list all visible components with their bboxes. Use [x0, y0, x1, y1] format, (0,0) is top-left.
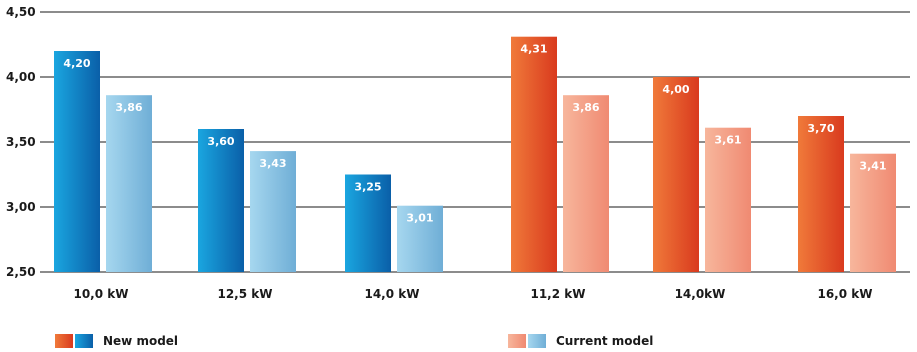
- bar-value-label: 3,60: [207, 135, 234, 148]
- legend-swatch-orange: [55, 334, 73, 348]
- bar-value-label: 4,20: [63, 57, 90, 70]
- legend-swatch-orange-light: [508, 334, 526, 348]
- bar: [54, 51, 100, 272]
- bar-value-label: 3,86: [115, 101, 142, 114]
- bar: [345, 174, 391, 272]
- bar: [850, 153, 896, 272]
- bar-value-label: 3,86: [572, 101, 599, 114]
- bar-value-label: 4,31: [520, 43, 547, 56]
- bar-value-label: 3,70: [807, 122, 834, 135]
- legend-current-model: Current model: [508, 334, 653, 348]
- bar: [250, 151, 296, 272]
- bar-value-label: 3,25: [354, 181, 381, 194]
- bar-value-label: 3,41: [859, 160, 886, 173]
- bar: [397, 205, 443, 272]
- x-category-label: 10,0 kW: [73, 287, 128, 301]
- x-category-label: 12,5 kW: [217, 287, 272, 301]
- y-tick-label: 4,50: [6, 5, 36, 19]
- bar-value-label: 3,61: [714, 134, 741, 147]
- bar: [198, 129, 244, 272]
- bar-value-label: 3,01: [406, 212, 433, 225]
- legend-label: New model: [103, 334, 179, 348]
- bar: [563, 95, 609, 272]
- x-category-label: 14,0kW: [675, 287, 726, 301]
- bar: [511, 36, 557, 273]
- y-tick-label: 3,00: [6, 200, 36, 214]
- legend-swatch-blue-light: [528, 334, 546, 348]
- legend-swatch-blue: [75, 334, 93, 348]
- x-category-label: 16,0 kW: [817, 287, 872, 301]
- bar-value-label: 3,43: [259, 157, 286, 170]
- x-category-label: 14,0 kW: [364, 287, 419, 301]
- bar: [705, 127, 751, 272]
- y-tick-label: 4,00: [6, 70, 36, 84]
- legend-label: Current model: [556, 334, 654, 348]
- y-tick-label: 2,50: [6, 265, 36, 279]
- bar: [106, 95, 152, 272]
- bar-value-label: 4,00: [662, 83, 689, 96]
- bar: [653, 77, 699, 272]
- x-category-label: 11,2 kW: [530, 287, 585, 301]
- legend-new-model: New model: [55, 334, 178, 348]
- bar: [798, 116, 844, 272]
- y-tick-label: 3,50: [6, 135, 36, 149]
